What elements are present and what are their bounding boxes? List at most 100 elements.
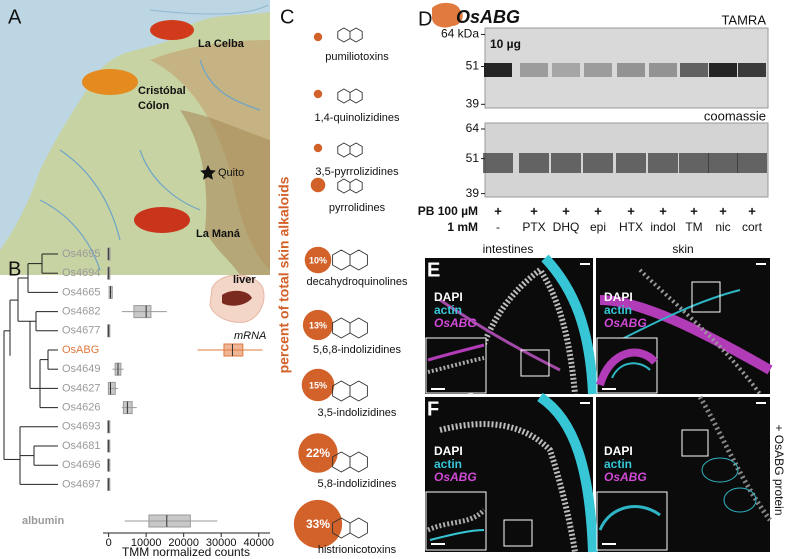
structure bbox=[332, 517, 368, 539]
value-label: 15% bbox=[309, 380, 327, 390]
row-label: Os4695 bbox=[62, 248, 101, 260]
band bbox=[584, 63, 612, 77]
band bbox=[679, 153, 709, 173]
band bbox=[552, 63, 580, 77]
row-label: Os4693 bbox=[62, 421, 101, 433]
band bbox=[520, 63, 548, 77]
blot-annotation: 10 µg bbox=[490, 37, 521, 51]
y-tick-label: 39 bbox=[466, 186, 480, 200]
bubble bbox=[313, 143, 323, 153]
lane-label: TM bbox=[685, 220, 702, 234]
structure bbox=[337, 178, 363, 194]
column-title: skin bbox=[672, 242, 693, 256]
band bbox=[519, 153, 549, 173]
row-label: Os4665 bbox=[62, 286, 101, 298]
class-label: 5,8-indolizidines bbox=[318, 478, 397, 490]
lane-mark: + bbox=[562, 203, 570, 218]
column-title: intestines bbox=[483, 242, 534, 256]
panel-letter: F bbox=[427, 398, 439, 420]
panel-letter: A bbox=[8, 6, 22, 28]
stain-label: actin bbox=[434, 303, 462, 317]
class-label: pyrrolidines bbox=[329, 202, 386, 214]
x-tick-label: 0 bbox=[106, 537, 112, 549]
row-label: Os4697 bbox=[62, 478, 101, 490]
panel-letter: B bbox=[8, 258, 21, 280]
bubble bbox=[313, 89, 323, 99]
stain-label: actin bbox=[604, 303, 632, 317]
y-tick-label: 64 bbox=[466, 121, 480, 135]
protein-title: OsABG bbox=[456, 7, 520, 27]
row-label: 1 mM bbox=[447, 220, 478, 234]
y-tick-label: 51 bbox=[466, 151, 480, 165]
stain-label: OsABG bbox=[604, 316, 647, 330]
bubble bbox=[313, 32, 323, 42]
class-label: pumiliotoxins bbox=[325, 51, 389, 63]
box bbox=[107, 381, 116, 395]
band bbox=[483, 153, 513, 173]
band bbox=[617, 63, 645, 77]
row-label: Os4677 bbox=[62, 325, 101, 337]
blot-title: coomassie bbox=[704, 108, 766, 123]
class-label: decahydroquinolines bbox=[307, 276, 408, 288]
band bbox=[737, 153, 767, 173]
band bbox=[484, 63, 512, 77]
lane-mark: + bbox=[494, 203, 502, 218]
band bbox=[649, 63, 677, 77]
bubble bbox=[293, 499, 343, 549]
structure bbox=[332, 451, 368, 473]
class-label: 5,6,8-indolizidines bbox=[313, 344, 402, 356]
inset-title: liver bbox=[233, 274, 256, 286]
stain-label: DAPI bbox=[434, 290, 463, 304]
y-tick-label: 39 bbox=[466, 97, 480, 111]
band bbox=[708, 153, 738, 173]
structure bbox=[337, 27, 363, 43]
band bbox=[709, 63, 737, 77]
structure bbox=[332, 317, 368, 339]
map bbox=[0, 0, 270, 275]
place-label: Quito bbox=[218, 167, 244, 179]
stain-label: OsABG bbox=[434, 316, 477, 330]
structure bbox=[332, 380, 368, 402]
band bbox=[738, 63, 766, 77]
stain-label: actin bbox=[434, 457, 462, 471]
panel-letter: C bbox=[280, 6, 294, 28]
class-label: 1,4-quinolizidines bbox=[315, 112, 400, 124]
place-label: Cristóbal bbox=[138, 85, 186, 97]
class-label: 3,5-indolizidines bbox=[318, 407, 397, 419]
lane-mark: + bbox=[659, 203, 667, 218]
stain-label: DAPI bbox=[604, 444, 633, 458]
lane-mark: + bbox=[748, 203, 756, 218]
row-label: Os4626 bbox=[62, 402, 101, 414]
lane-mark: + bbox=[690, 203, 698, 218]
box bbox=[148, 514, 191, 528]
band bbox=[551, 153, 581, 173]
lane-label: indol bbox=[650, 220, 675, 234]
row-label: Os4696 bbox=[62, 459, 101, 471]
lane-mark: + bbox=[627, 203, 635, 218]
band bbox=[648, 153, 678, 173]
bubble bbox=[310, 177, 326, 193]
stain-label: OsABG bbox=[604, 470, 647, 484]
box bbox=[223, 343, 244, 357]
row-label: albumin bbox=[22, 515, 64, 527]
row-label: PB 100 µM bbox=[418, 204, 478, 218]
x-tick-label: 40000 bbox=[243, 537, 274, 549]
bubble bbox=[298, 433, 338, 473]
lane-mark: + bbox=[530, 203, 538, 218]
protein-icon bbox=[432, 2, 463, 28]
x-tick-label: 20000 bbox=[168, 537, 199, 549]
inset-subtitle: mRNA bbox=[234, 330, 266, 342]
value-label: 33% bbox=[306, 517, 330, 531]
class-label: histrionicotoxins bbox=[318, 544, 397, 556]
structure bbox=[337, 142, 363, 158]
structure bbox=[337, 88, 363, 104]
y-tick-label: 51 bbox=[466, 59, 480, 73]
lane-label: nic bbox=[715, 220, 730, 234]
place-label: Cólon bbox=[138, 100, 169, 112]
stain-label: actin bbox=[604, 457, 632, 471]
box bbox=[133, 305, 152, 319]
lane-label: cort bbox=[742, 220, 763, 234]
y-axis-label: percent of total skin alkaloids bbox=[276, 176, 292, 373]
bubble bbox=[304, 246, 332, 274]
